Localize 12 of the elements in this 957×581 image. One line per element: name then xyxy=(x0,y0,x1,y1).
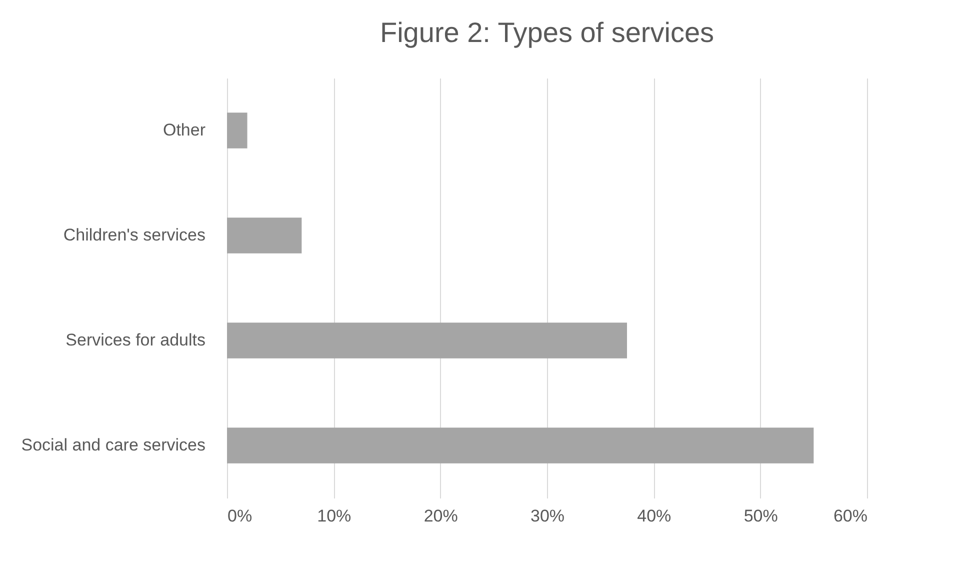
y-tick-label: Services for adults xyxy=(66,330,206,350)
chart-title: Figure 2: Types of services xyxy=(380,17,714,48)
x-tick-label: 40% xyxy=(637,506,672,526)
x-tick-label: 30% xyxy=(530,506,565,526)
y-tick-label: Children's services xyxy=(63,226,206,244)
x-tick-label: 60% xyxy=(833,506,868,526)
y-tick-label: Other xyxy=(162,120,206,140)
x-tick-label: 0% xyxy=(228,506,252,526)
x-tick-label: 10% xyxy=(317,506,352,526)
x-tick-label: 20% xyxy=(424,506,458,526)
y-tick-label: Social and care services xyxy=(21,436,206,454)
x-tick-label: 50% xyxy=(744,506,778,526)
